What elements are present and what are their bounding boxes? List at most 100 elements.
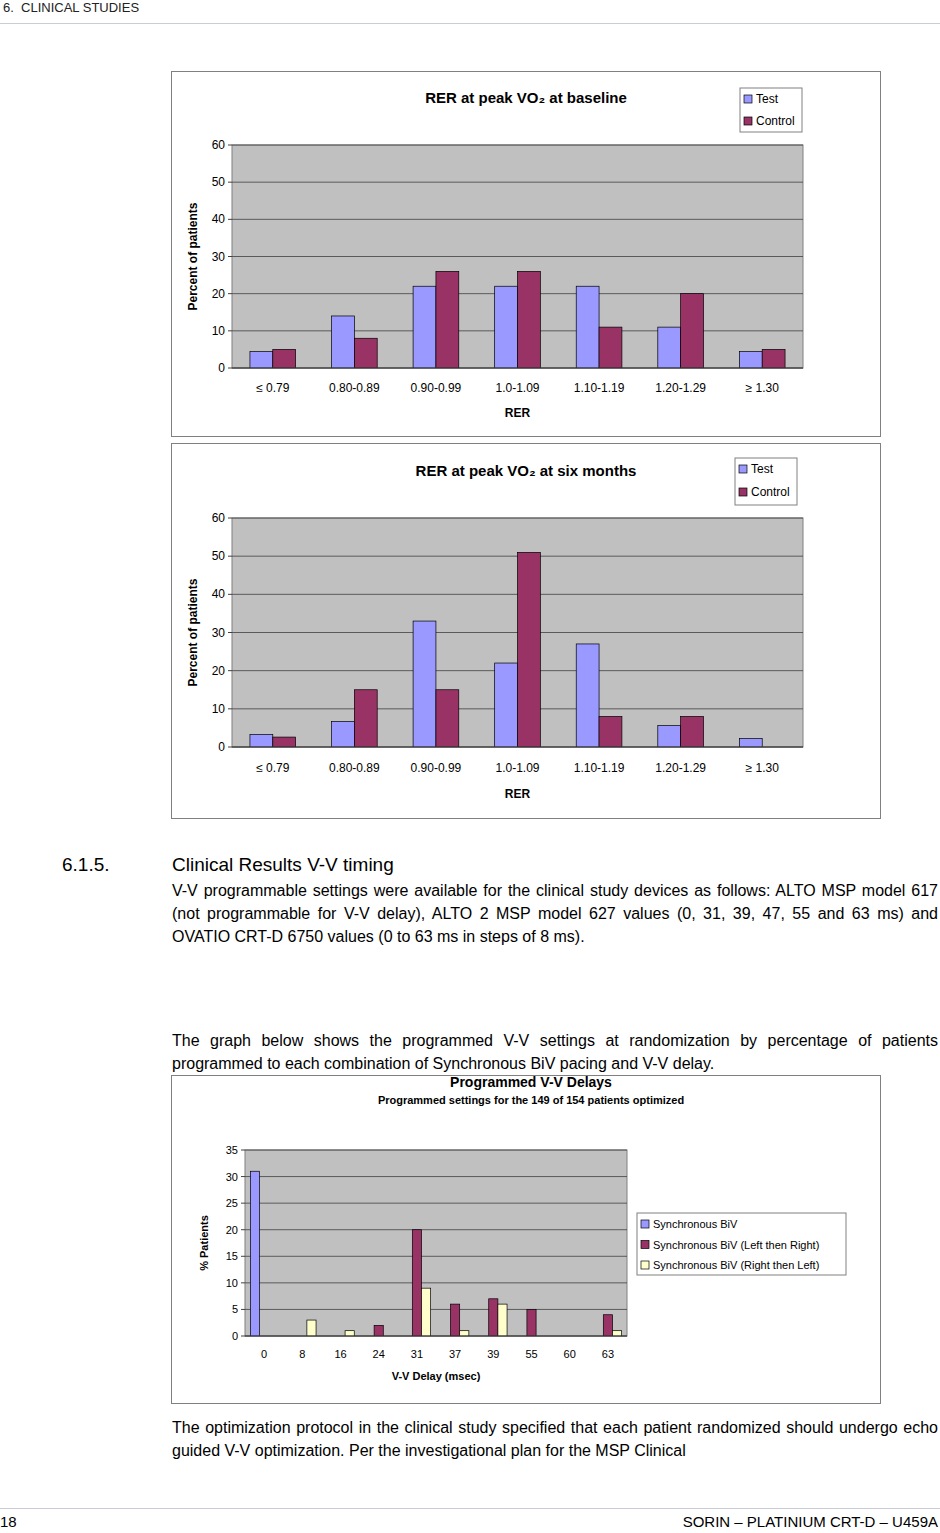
bar [681, 716, 704, 747]
x-tick-label: ≤ 0.79 [256, 381, 290, 395]
legend-label: Control [751, 485, 790, 499]
x-tick-label: 1.0-1.09 [495, 761, 539, 775]
tick-mark [228, 632, 232, 633]
x-tick-label: 1.10-1.19 [574, 381, 625, 395]
x-tick-label: ≤ 0.79 [256, 761, 290, 775]
footer-text: SORIN – PLATINIUM CRT-D – U459A [683, 1513, 938, 1530]
chart-frame [172, 72, 881, 437]
y-tick-label: 20 [212, 664, 226, 678]
y-tick-label: 35 [226, 1144, 238, 1156]
legend-swatch [739, 488, 747, 496]
tick-mark [228, 518, 232, 519]
y-tick-label: 25 [226, 1197, 238, 1209]
bar [518, 552, 541, 747]
x-tick-label: 0.80-0.89 [329, 381, 380, 395]
bars [250, 1171, 621, 1336]
grid-line [245, 1176, 627, 1177]
grid-line [245, 1256, 627, 1257]
grid-line [245, 1282, 627, 1283]
bar [576, 286, 599, 368]
legend: TestControl [740, 88, 802, 132]
bar [374, 1325, 383, 1336]
bar [762, 349, 785, 368]
bar [273, 349, 296, 368]
grid-line [232, 518, 803, 519]
y-tick-label: 40 [212, 212, 226, 226]
bar [412, 1230, 421, 1336]
x-tick-label: 39 [487, 1348, 499, 1360]
y-tick-label: 10 [226, 1277, 238, 1289]
bars [250, 552, 762, 747]
x-tick-label: 63 [602, 1348, 614, 1360]
grid-line [245, 1150, 627, 1151]
header-text: 6. CLINICAL STUDIES [3, 0, 139, 15]
legend-box [735, 458, 797, 505]
x-tick-label: 1.10-1.19 [574, 761, 625, 775]
charts-layer: 0102030405060≤ 0.790.80-0.890.90-0.991.0… [0, 0, 940, 1533]
tick-mark [241, 1336, 245, 1337]
tick-mark [228, 594, 232, 595]
x-axis [245, 1336, 627, 1337]
x-axis-label: RER [505, 406, 531, 420]
x-tick-label: 0.90-0.99 [411, 761, 462, 775]
x-tick-label: 31 [411, 1348, 423, 1360]
legend-swatch [641, 1241, 649, 1249]
tick-mark [228, 330, 232, 331]
legend-box [637, 1213, 846, 1275]
bar [658, 327, 681, 368]
grid-line [232, 182, 803, 183]
grid-line [245, 1229, 627, 1230]
y-tick-label: 30 [212, 626, 226, 640]
legend-label: Control [756, 114, 795, 128]
bar [681, 294, 704, 368]
section-title: Clinical Results V-V timing [172, 854, 394, 876]
tick-mark [241, 1229, 245, 1230]
bar [495, 286, 518, 368]
bar [413, 621, 436, 747]
tick-mark [228, 219, 232, 220]
plot-area [232, 518, 803, 747]
bars [250, 271, 785, 368]
bar [250, 352, 273, 368]
chart: 05101520253035081624313739556063Programm… [172, 1074, 881, 1404]
bar [658, 726, 681, 747]
bar [599, 327, 622, 368]
bar [436, 271, 459, 368]
bar [451, 1304, 460, 1336]
tick-mark [241, 1282, 245, 1283]
tick-mark [228, 747, 232, 748]
y-tick-label: 60 [212, 511, 226, 525]
legend-box [740, 88, 802, 132]
grid-line [232, 747, 803, 748]
footer-rule [0, 1508, 940, 1509]
bar [332, 721, 355, 747]
bar [413, 286, 436, 368]
tick-mark [228, 256, 232, 257]
x-tick-label: 24 [373, 1348, 385, 1360]
grid-line [245, 1336, 627, 1337]
x-tick-label: 55 [525, 1348, 537, 1360]
bar [354, 690, 377, 747]
chart-title: RER at peak VO₂ at baseline [425, 89, 627, 106]
legend-swatch [744, 117, 752, 125]
bar [345, 1331, 354, 1336]
bar [307, 1320, 316, 1336]
tick-mark [241, 1176, 245, 1177]
chart-frame [172, 444, 881, 819]
x-tick-label: 0.80-0.89 [329, 761, 380, 775]
chart: 0102030405060≤ 0.790.80-0.890.90-0.991.0… [172, 444, 881, 819]
tick-mark [228, 145, 232, 146]
bar [436, 690, 459, 747]
bar [273, 737, 296, 747]
chart-title: Programmed V-V Delays [450, 1074, 612, 1090]
bar [739, 352, 762, 368]
tick-mark [228, 182, 232, 183]
y-tick-label: 20 [212, 287, 226, 301]
grid-line [232, 145, 803, 146]
x-tick-label: 8 [299, 1348, 305, 1360]
y-tick-label: 0 [218, 361, 225, 375]
y-tick-label: 0 [232, 1330, 238, 1342]
y-tick-label: 15 [226, 1250, 238, 1262]
x-tick-label: 0 [261, 1348, 267, 1360]
chart-title: RER at peak VO₂ at six months [416, 462, 637, 479]
